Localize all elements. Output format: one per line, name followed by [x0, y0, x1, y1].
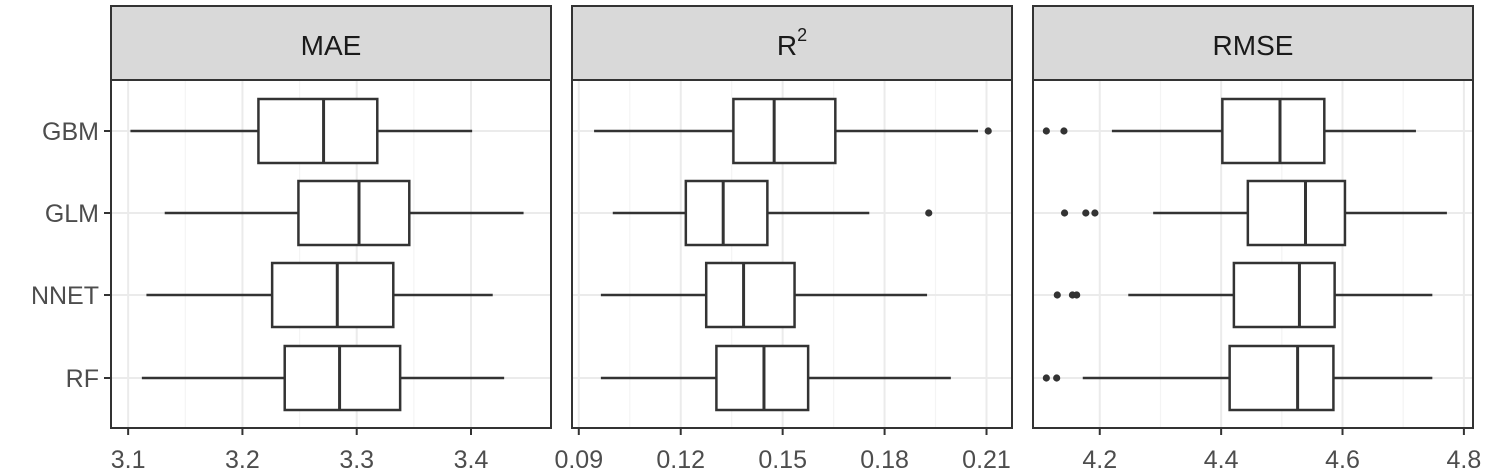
- panel-border-mae: [110, 79, 552, 429]
- iqr-box: [257, 97, 379, 165]
- iqr-box: [715, 344, 810, 412]
- outlier-point: [1053, 374, 1061, 382]
- outlier-point: [925, 209, 933, 217]
- facet-title-text: RMSE: [1213, 30, 1294, 61]
- iqr-box: [297, 179, 411, 247]
- x-tick-label: 0.12: [656, 446, 705, 474]
- outlier-point: [1091, 209, 1099, 217]
- outlier-point: [1042, 127, 1050, 135]
- facet-title-r: R2: [777, 25, 807, 61]
- x-tick-label: 4.4: [1204, 446, 1239, 474]
- facet-title-text: MAE: [301, 30, 362, 61]
- boxplot-r-glm: [612, 179, 933, 247]
- boxplot-r-rf: [600, 344, 951, 412]
- facet-title-rmse: RMSE: [1213, 30, 1294, 61]
- facet-strips: MAE R2 RMSE: [110, 5, 1474, 81]
- x-tick-label: 4.2: [1082, 446, 1117, 474]
- outlier-point: [1060, 209, 1069, 217]
- y-tick-label-rf: RF: [66, 365, 99, 393]
- facet-strip-r: [571, 5, 1013, 81]
- x-tick-label: 3.1: [111, 446, 146, 474]
- x-tick-label: 3.4: [454, 446, 489, 474]
- x-tick-label: 4.8: [1447, 446, 1482, 474]
- x-tick-label: 3.3: [339, 446, 374, 474]
- boxplot-mae-rf: [141, 344, 505, 412]
- facet-title-mae: MAE: [301, 30, 362, 61]
- facet-title-text: R: [777, 30, 797, 61]
- boxplot-mae-glm: [164, 179, 524, 247]
- outlier-point: [1060, 127, 1068, 135]
- x-tick-label: 0.21: [962, 446, 1011, 474]
- boxplot-r-gbm: [594, 97, 992, 165]
- iqr-box: [704, 261, 796, 329]
- boxplot-layer: [130, 97, 1447, 412]
- boxplot-rmse-glm: [1060, 179, 1447, 247]
- outlier-point: [1053, 291, 1061, 299]
- x-tick-label: 3.2: [225, 446, 260, 474]
- y-tick-label-glm: GLM: [45, 200, 99, 228]
- y-tick-label-nnet: NNET: [31, 282, 99, 310]
- axes-layer: 3.1 3.2 3.3 3.4 0.09 0.12 0.15 0.18 0.21 4.2 4.4 4.…: [31, 79, 1482, 474]
- boxplot-rmse-nnet: [1053, 261, 1433, 329]
- facet-strip-mae: [110, 5, 552, 81]
- panel-border-r: [571, 79, 1013, 429]
- iqr-box: [283, 344, 402, 412]
- x-tick-label: 0.18: [860, 446, 909, 474]
- panel-border-rmse: [1032, 79, 1474, 429]
- boxplot-r-nnet: [600, 261, 928, 329]
- boxplot-mae-gbm: [130, 97, 473, 165]
- boxplot-rmse-gbm: [1042, 97, 1416, 165]
- iqr-box: [1221, 97, 1326, 165]
- x-tick-label: 0.09: [554, 446, 603, 474]
- facet-title-superscript: 2: [797, 25, 807, 45]
- iqr-box: [1228, 344, 1335, 412]
- outlier-point: [1073, 291, 1081, 299]
- x-tick-label: 4.6: [1325, 446, 1360, 474]
- outlier-point: [1082, 209, 1090, 217]
- boxplot-rmse-rf: [1042, 344, 1433, 412]
- boxplot-mae-nnet: [146, 261, 493, 329]
- outlier-point: [1042, 374, 1050, 382]
- iqr-box: [684, 179, 769, 247]
- iqr-box: [270, 261, 395, 329]
- facet-strip-rmse: [1032, 5, 1474, 81]
- y-tick-label-gbm: GBM: [42, 118, 99, 146]
- iqr-box: [1246, 179, 1347, 247]
- outlier-point: [984, 127, 992, 135]
- iqr-box: [1232, 261, 1336, 329]
- iqr-box: [732, 97, 837, 165]
- x-tick-label: 0.15: [758, 446, 807, 474]
